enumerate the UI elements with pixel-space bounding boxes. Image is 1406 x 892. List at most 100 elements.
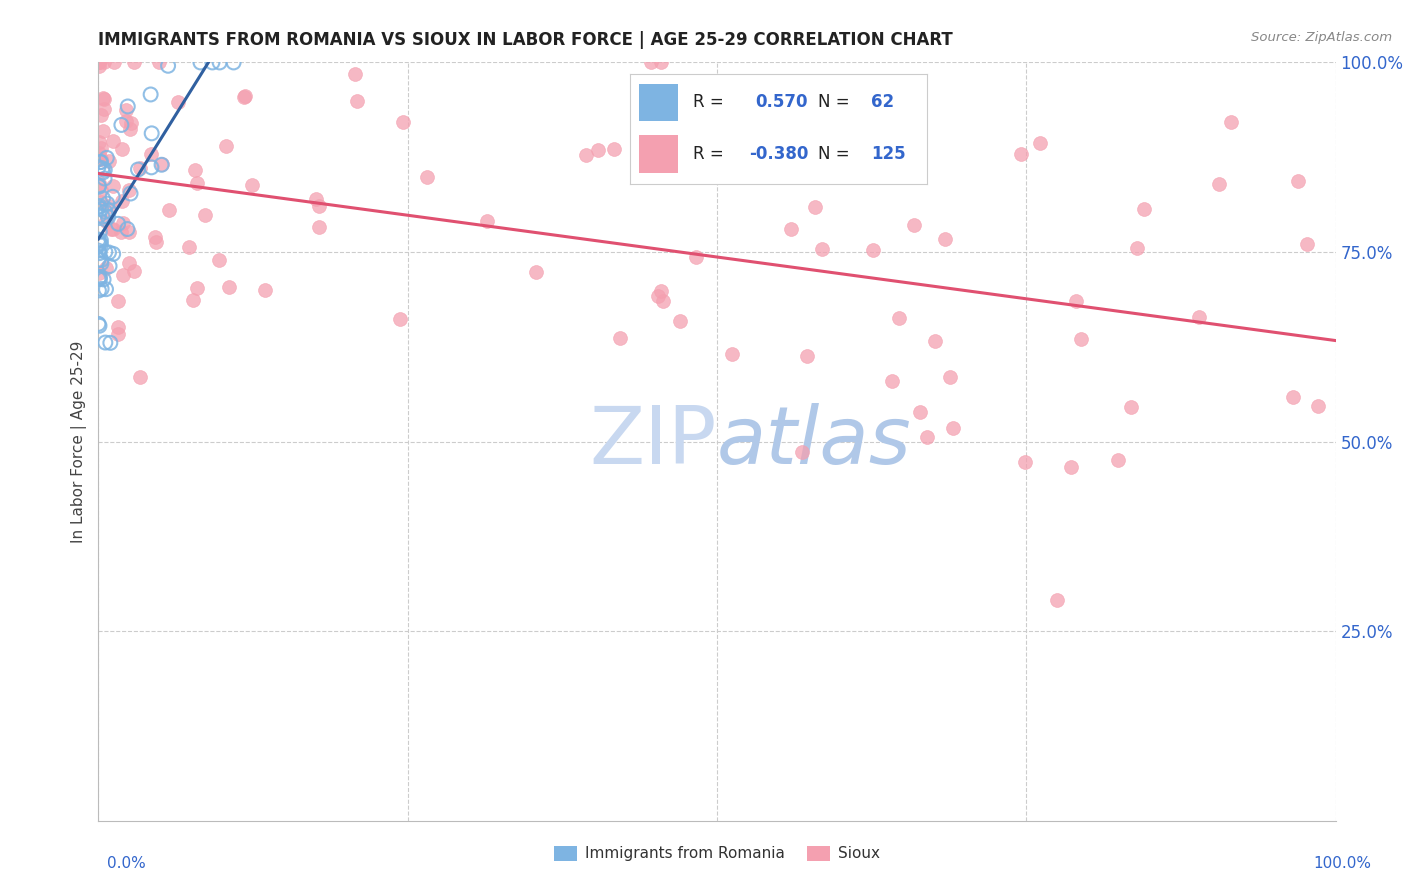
Point <box>96 151 118 165</box>
Point <box>253 283 276 297</box>
Point <box>1119 400 1142 414</box>
Point <box>89 59 111 73</box>
Point <box>915 430 938 444</box>
Point <box>91 91 114 105</box>
Point <box>107 320 129 334</box>
Point <box>89 55 111 70</box>
Text: ZIP: ZIP <box>589 402 717 481</box>
Point <box>184 162 207 177</box>
Point <box>117 222 139 236</box>
Point <box>721 347 744 361</box>
Point <box>120 186 142 201</box>
Point <box>91 161 114 176</box>
Point <box>1014 455 1036 469</box>
Point <box>89 266 111 280</box>
Point <box>215 139 238 153</box>
Point <box>193 208 215 222</box>
Point <box>97 199 120 213</box>
Point <box>1281 390 1303 404</box>
Point <box>1046 593 1069 607</box>
Point <box>101 247 124 261</box>
Point <box>101 222 124 236</box>
Point <box>141 126 163 140</box>
Point <box>98 335 121 350</box>
Point <box>343 67 366 81</box>
Point <box>150 158 173 172</box>
Point <box>87 244 110 258</box>
Point <box>127 162 149 177</box>
Point <box>148 55 170 70</box>
Point <box>942 420 965 434</box>
Point <box>94 214 117 228</box>
Point <box>87 233 110 247</box>
Point <box>94 162 117 177</box>
Point <box>87 209 110 223</box>
Point <box>90 194 112 209</box>
Point <box>308 220 330 235</box>
Point <box>392 115 415 129</box>
Point <box>889 310 911 325</box>
Point <box>90 256 112 270</box>
Point <box>87 317 110 331</box>
Point <box>87 55 110 70</box>
Point <box>110 194 132 208</box>
Text: Source: ZipAtlas.com: Source: ZipAtlas.com <box>1251 31 1392 45</box>
Point <box>89 235 111 250</box>
Point <box>685 250 707 264</box>
Point <box>90 282 112 296</box>
Point <box>908 405 931 419</box>
Point <box>650 284 672 298</box>
Point <box>94 204 117 219</box>
Point <box>924 334 946 348</box>
Point <box>115 103 138 117</box>
Text: 0.0%: 0.0% <box>107 856 146 871</box>
Point <box>87 200 110 214</box>
Point <box>89 272 111 286</box>
Point <box>222 55 245 70</box>
Point <box>346 95 368 109</box>
Point <box>89 246 111 260</box>
Point <box>110 225 132 239</box>
Point <box>90 233 112 247</box>
Point <box>94 244 117 259</box>
Point <box>1107 452 1129 467</box>
Point <box>100 221 122 235</box>
Point <box>139 87 162 102</box>
Point <box>87 152 110 166</box>
Point <box>89 225 111 239</box>
Point <box>90 237 112 252</box>
Point <box>93 171 115 186</box>
Point <box>89 155 111 169</box>
Point <box>98 245 121 260</box>
Point <box>145 235 167 249</box>
Point <box>141 161 163 175</box>
Point <box>89 318 111 333</box>
Point <box>792 108 814 122</box>
Point <box>93 102 115 116</box>
Point <box>862 243 884 257</box>
Point <box>129 369 152 384</box>
Point <box>524 265 547 279</box>
Point <box>87 252 110 267</box>
Point <box>98 153 121 168</box>
Point <box>790 445 813 459</box>
Point <box>179 240 201 254</box>
Point <box>837 162 859 177</box>
Point <box>157 59 180 73</box>
Point <box>416 170 439 185</box>
Point <box>87 135 110 149</box>
Point <box>87 237 110 252</box>
Point <box>166 95 188 109</box>
Point <box>87 271 110 285</box>
Point <box>232 90 254 104</box>
Point <box>804 200 827 214</box>
Point <box>186 281 208 295</box>
Point <box>110 118 132 132</box>
Point <box>120 116 142 130</box>
Point <box>90 152 112 166</box>
Point <box>101 134 124 148</box>
Text: 100.0%: 100.0% <box>1313 856 1372 871</box>
Point <box>218 280 240 294</box>
Point <box>1219 115 1241 129</box>
Point <box>186 176 208 190</box>
